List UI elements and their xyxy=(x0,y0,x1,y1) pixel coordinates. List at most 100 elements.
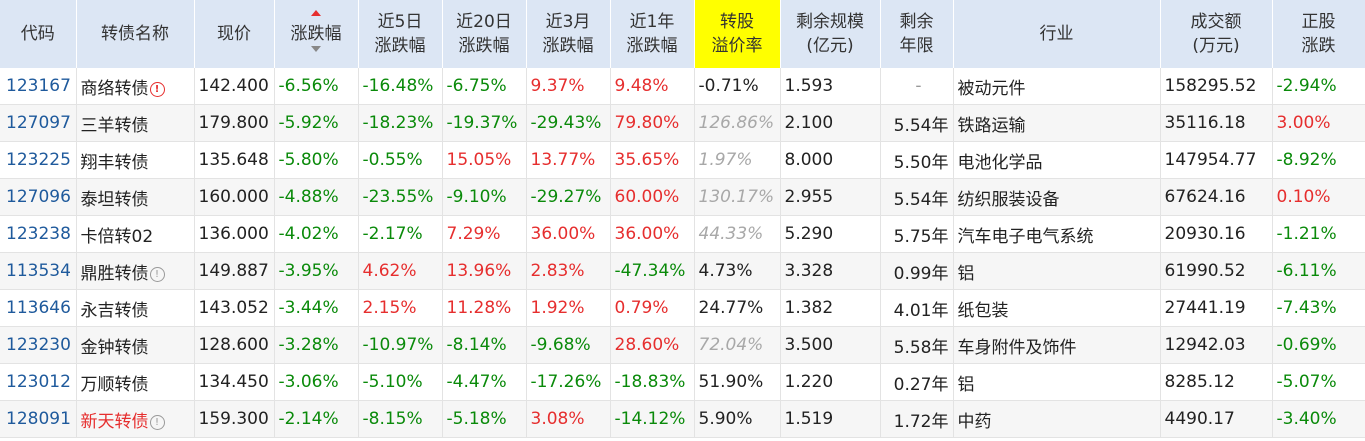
cell-m3: 13.77% xyxy=(526,141,611,179)
m3-value: -29.43% xyxy=(530,113,602,133)
cell-code[interactable]: 123238 xyxy=(0,215,77,253)
cell-y1: -18.83% xyxy=(610,363,695,401)
cell-turnover: 67624.16 xyxy=(1160,178,1273,216)
cell-years: 5.54年 xyxy=(880,178,954,216)
alert-icon[interactable]: ! xyxy=(149,81,165,97)
cell-code[interactable]: 113534 xyxy=(0,252,77,290)
m3-value: 1.92% xyxy=(530,298,585,318)
table-row[interactable]: 123012 万顺转债 134.450 -3.06% -5.10% -4.47% -17.2… xyxy=(0,363,1365,401)
cell-stock_change: -2.94% xyxy=(1272,68,1365,105)
cell-price: 128.600 xyxy=(194,326,275,364)
column-header-label: 代码 xyxy=(20,24,55,44)
cell-price: 136.000 xyxy=(194,215,275,253)
column-header-price[interactable]: 现价 xyxy=(194,0,275,68)
column-header-label: 现价 xyxy=(217,24,251,44)
cell-industry: 铝 xyxy=(953,363,1161,401)
column-header-m3[interactable]: 近3月 涨跌幅 xyxy=(526,0,611,68)
cell-name[interactable]: 卡倍转02 xyxy=(76,215,195,253)
cell-years: 5.54年 xyxy=(880,104,954,142)
table-row[interactable]: 123230 金钟转债 128.600 -3.28% -10.97% -8.14% -9.6… xyxy=(0,326,1365,364)
table-row[interactable]: 128091 新天转债! 159.300 -2.14% -8.15% -5.18% 3.08… xyxy=(0,400,1365,438)
y1-value: 79.80% xyxy=(614,113,680,133)
stock_change-value: -2.94% xyxy=(1276,76,1337,96)
d5-value: -23.55% xyxy=(362,187,434,207)
cell-d5: -16.48% xyxy=(358,68,443,105)
cell-code[interactable]: 123012 xyxy=(0,363,77,401)
column-header-years[interactable]: 剩余 年限 xyxy=(880,0,954,68)
info-icon[interactable]: ! xyxy=(149,414,165,430)
change-value: -4.88% xyxy=(278,187,339,207)
cell-code[interactable]: 123167 xyxy=(0,68,77,105)
column-header-change[interactable]: 涨跌幅 xyxy=(274,0,359,68)
premium-value: 44.33% xyxy=(698,224,764,244)
cell-premium: 1.97% xyxy=(694,141,781,179)
sort-ascending-icon[interactable] xyxy=(311,10,321,16)
cell-name[interactable]: 鼎胜转债! xyxy=(76,252,195,290)
cell-stock_change: -1.21% xyxy=(1272,215,1365,253)
sort-descending-icon[interactable] xyxy=(311,46,321,52)
industry-value: 铝 xyxy=(957,263,975,284)
column-header-label: 涨跌幅 xyxy=(290,24,342,44)
cell-m3: 3.08% xyxy=(526,400,611,438)
cell-name[interactable]: 永吉转债 xyxy=(76,289,195,327)
cell-price: 179.800 xyxy=(194,104,275,142)
cell-code[interactable]: 127096 xyxy=(0,178,77,216)
column-header-turnover[interactable]: 成交额 (万元) xyxy=(1160,0,1273,68)
column-header-stock_change[interactable]: 正股 涨跌 xyxy=(1272,0,1365,68)
cell-d20: -8.14% xyxy=(442,326,527,364)
cell-name[interactable]: 翔丰转债 xyxy=(76,141,195,179)
cell-name[interactable]: 商络转债! xyxy=(76,68,195,105)
cell-name[interactable]: 金钟转债 xyxy=(76,326,195,364)
scale-value: 2.955 xyxy=(784,187,834,207)
column-header-industry[interactable]: 行业 xyxy=(953,0,1161,68)
column-header-d20[interactable]: 近20日 涨跌幅 xyxy=(442,0,527,68)
table-row[interactable]: 113646 永吉转债 143.052 -3.44% 2.15% 11.28% 1.92% 0… xyxy=(0,289,1365,327)
cell-scale: 2.100 xyxy=(780,104,881,142)
price-value: 128.600 xyxy=(198,335,269,355)
d5-value: 2.15% xyxy=(362,298,417,318)
cell-code[interactable]: 128091 xyxy=(0,400,77,438)
cell-name[interactable]: 三羊转债 xyxy=(76,104,195,142)
y1-value: 35.65% xyxy=(614,150,680,170)
premium-value: 130.17% xyxy=(698,187,775,207)
column-header-code[interactable]: 代码 xyxy=(0,0,77,68)
column-header-y1[interactable]: 近1年 涨跌幅 xyxy=(610,0,695,68)
info-icon[interactable]: ! xyxy=(149,266,165,282)
table-row[interactable]: 123238 卡倍转02 136.000 -4.02% -2.17% 7.29% 36.00… xyxy=(0,215,1365,253)
cell-change: -4.88% xyxy=(274,178,359,216)
d5-value: -10.97% xyxy=(362,335,434,355)
cell-change: -3.06% xyxy=(274,363,359,401)
cell-y1: -14.12% xyxy=(610,400,695,438)
cell-name[interactable]: 万顺转债 xyxy=(76,363,195,401)
cell-years: 1.72年 xyxy=(880,400,954,438)
column-header-name[interactable]: 转债名称 xyxy=(76,0,195,68)
table-row[interactable]: 123225 翔丰转债 135.648 -5.80% -0.55% 15.05% 13.77… xyxy=(0,141,1365,179)
price-value: 179.800 xyxy=(198,113,269,133)
column-header-scale[interactable]: 剩余规模 (亿元) xyxy=(780,0,881,68)
cell-price: 143.052 xyxy=(194,289,275,327)
scale-value: 8.000 xyxy=(784,150,834,170)
cell-d5: -23.55% xyxy=(358,178,443,216)
table-row[interactable]: 127096 泰坦转债 160.000 -4.88% -23.55% -9.10% -29.… xyxy=(0,178,1365,216)
column-header-d5[interactable]: 近5日 涨跌幅 xyxy=(358,0,443,68)
code-value: 123167 xyxy=(6,76,71,96)
cell-code[interactable]: 123225 xyxy=(0,141,77,179)
cell-scale: 1.593 xyxy=(780,68,881,105)
cell-name[interactable]: 新天转债! xyxy=(76,400,195,438)
stock_change-value: -0.69% xyxy=(1276,335,1337,355)
cell-premium: -0.71% xyxy=(694,68,781,105)
cell-name[interactable]: 泰坦转债 xyxy=(76,178,195,216)
d20-value: -8.14% xyxy=(446,335,507,355)
column-header-premium[interactable]: 转股 溢价率 xyxy=(694,0,781,68)
table-row[interactable]: 127097 三羊转债 179.800 -5.92% -18.23% -19.37% -29… xyxy=(0,104,1365,142)
cell-code[interactable]: 127097 xyxy=(0,104,77,142)
table-row[interactable]: 113534 鼎胜转债! 149.887 -3.95% 4.62% 13.96% 2.83%… xyxy=(0,252,1365,290)
cell-m3: -9.68% xyxy=(526,326,611,364)
price-value: 135.648 xyxy=(198,150,269,170)
cell-code[interactable]: 123230 xyxy=(0,326,77,364)
cell-stock_change: -8.92% xyxy=(1272,141,1365,179)
cell-code[interactable]: 113646 xyxy=(0,289,77,327)
cell-years: 0.99年 xyxy=(880,252,954,290)
table-row[interactable]: 123167 商络转债! 142.400 -6.56% -16.48% -6.75% 9.3… xyxy=(0,68,1365,105)
y1-value: 60.00% xyxy=(614,187,680,207)
